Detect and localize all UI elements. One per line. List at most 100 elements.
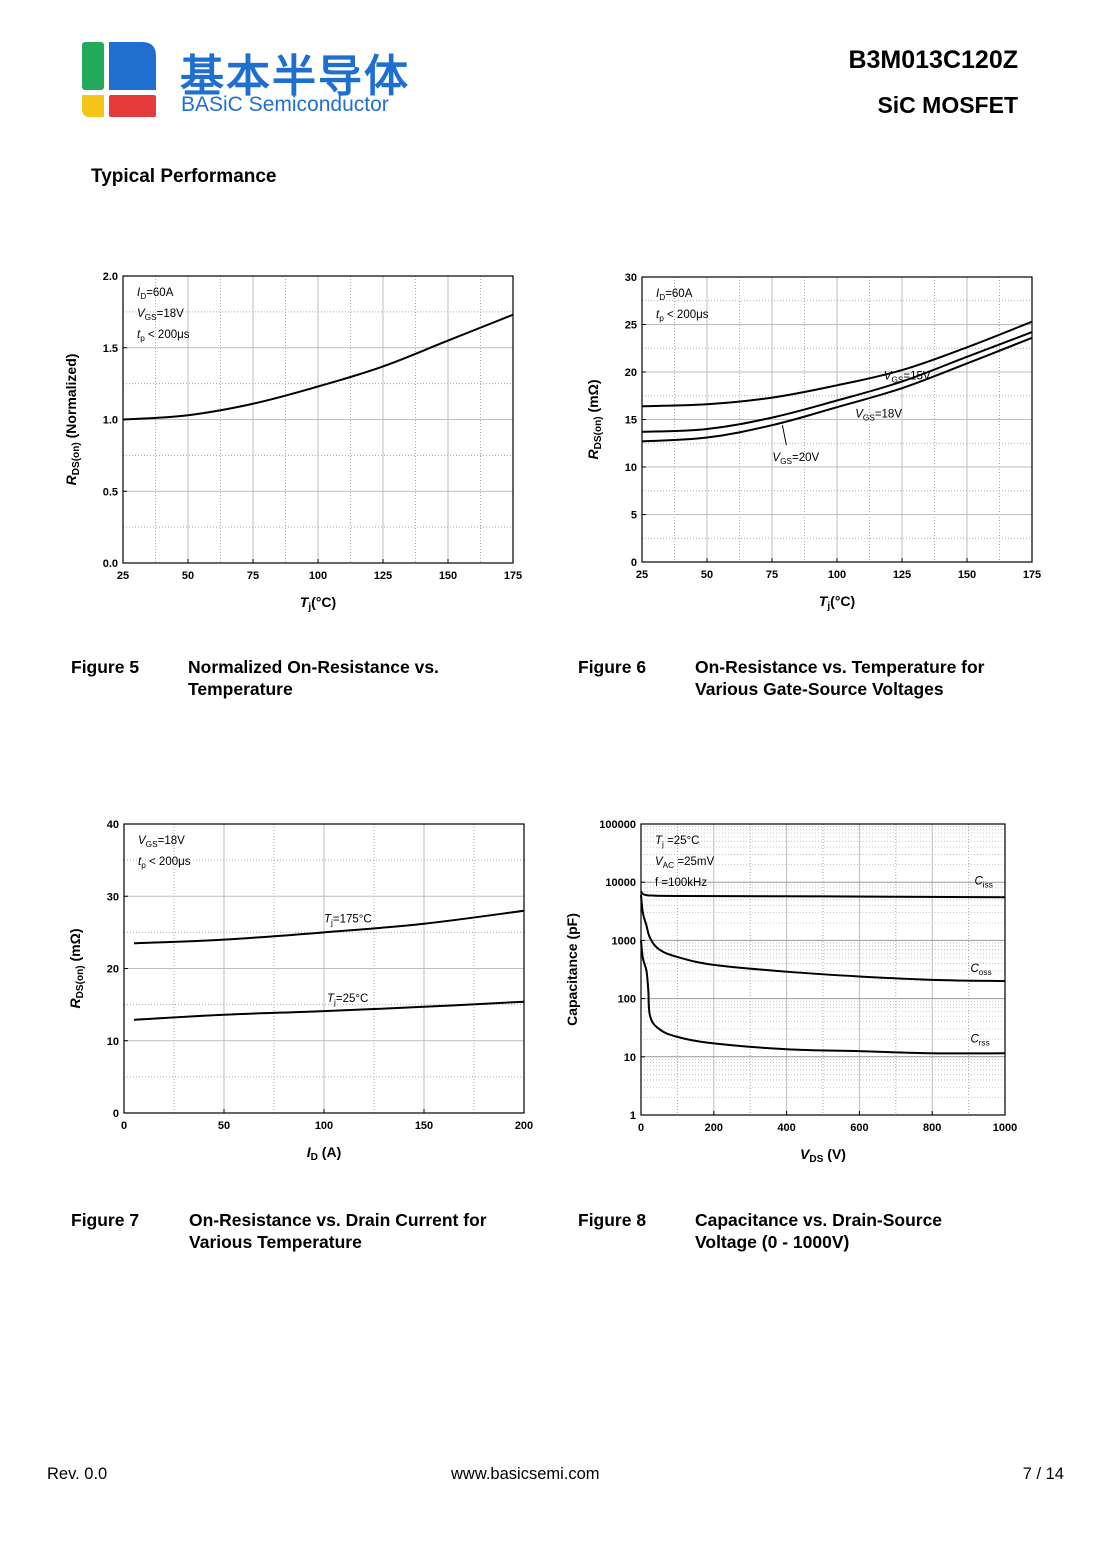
figure-7-number: Figure 7	[71, 1210, 140, 1230]
y-tick-label: 2.0	[103, 271, 118, 283]
x-tick-label: 175	[504, 570, 522, 582]
figure-6-caption: On-Resistance vs. Temperature for Variou…	[695, 657, 985, 699]
figure-6-number: Figure 6	[578, 657, 647, 677]
y-tick-label: 1000	[612, 935, 636, 947]
series-line-tj175c	[133, 909, 525, 945]
part-number: B3M013C120Z	[848, 46, 1018, 74]
y-tick-label: 30	[107, 891, 119, 903]
x-tick-label: 800	[923, 1122, 941, 1134]
series-line-vgs15v	[641, 320, 1033, 408]
series-label: Coss	[970, 963, 991, 977]
x-tick-label: 125	[374, 570, 392, 582]
condition-text: tp < 200μs	[656, 309, 709, 323]
y-axis-label: RDS(on) (mΩ)	[67, 928, 86, 1008]
series-line-coss	[640, 895, 1006, 983]
y-tick-label: 30	[625, 272, 637, 284]
condition-text: tp < 200μs	[137, 329, 190, 343]
series-leader-line	[781, 425, 787, 446]
x-tick-label: 600	[850, 1122, 868, 1134]
y-tick-label: 5	[631, 510, 637, 522]
y-tick-label: 10	[624, 1052, 636, 1064]
x-tick-label: 125	[893, 569, 911, 581]
x-tick-label: 25	[636, 569, 648, 581]
x-axis-label: Tj(°C)	[300, 594, 336, 613]
x-tick-label: 400	[777, 1122, 795, 1134]
condition-text: VGS=18V	[137, 308, 184, 322]
y-tick-label: 25	[625, 320, 637, 332]
chart-rdson-vs-drain-current: 0 50 100 150 200 0 10 20 30 40 ID (A) RDS(on) (mΩ) V…	[67, 819, 533, 1163]
y-tick-label: 20	[107, 964, 119, 976]
company-name-cn: 基本半导体	[180, 52, 410, 101]
y-tick-label: 20	[625, 367, 637, 379]
x-tick-label: 200	[705, 1122, 723, 1134]
chart-normalized-rdson-vs-temp: 25 50 75 100 125 150 175 0.0 0.5 1.0 1.5 2.0 Tj(°C) R…	[63, 271, 522, 613]
x-tick-label: 100	[315, 1120, 333, 1132]
series-label: VGS=18V	[855, 408, 902, 422]
figure-8-number: Figure 8	[578, 1210, 647, 1230]
chart-rdson-vs-temp-vgs: 25 50 75 100 125 150 175 0 5 10 15 20 25 30 Tj(°C) RDS(…	[585, 272, 1041, 612]
x-tick-label: 200	[515, 1120, 533, 1132]
y-tick-label: 40	[107, 819, 119, 831]
condition-text: ID=60A	[137, 287, 174, 301]
figure-7-caption: On-Resistance vs. Drain Current for Vari…	[189, 1210, 487, 1252]
y-tick-label: 10	[107, 1036, 119, 1048]
series-line-tj25c	[133, 1000, 525, 1021]
x-tick-label: 175	[1023, 569, 1041, 581]
figure-5-caption: Normalized On-Resistance vs. Temperature	[188, 657, 439, 699]
x-axis-label: VDS (V)	[800, 1146, 846, 1165]
series-label: Ciss	[974, 875, 992, 889]
y-axis-label: RDS(on) (Normalized)	[63, 354, 82, 486]
condition-text: ID=60A	[656, 288, 693, 302]
x-tick-label: 75	[766, 569, 778, 581]
series-line-ciss	[640, 890, 1006, 899]
condition-text: Tj =25°C	[655, 835, 699, 849]
x-tick-label: 150	[958, 569, 976, 581]
series-line-crss	[640, 940, 1006, 1055]
x-tick-label: 50	[182, 570, 194, 582]
y-tick-label: 0	[113, 1108, 119, 1120]
company-name-en: BASiC Semiconductor	[181, 93, 389, 116]
y-tick-label: 1.0	[103, 415, 118, 427]
footer-revision: Rev. 0.0	[47, 1465, 108, 1483]
series-line-0	[122, 313, 514, 421]
logo-mark-icon	[82, 42, 156, 117]
x-tick-label: 150	[439, 570, 457, 582]
plot-frame	[640, 823, 1006, 1116]
x-tick-label: 0	[638, 1122, 644, 1134]
y-tick-label: 0.5	[103, 486, 118, 498]
series-label: Tj=25°C	[327, 993, 368, 1007]
x-tick-label: 75	[247, 570, 259, 582]
footer-website[interactable]: www.basicsemi.com	[451, 1465, 600, 1483]
figure-8-caption: Capacitance vs. Drain-Source Voltage (0 …	[695, 1210, 943, 1252]
series-line-vgs20v	[641, 336, 1033, 443]
x-tick-label: 100	[309, 570, 327, 582]
company-logo	[82, 42, 157, 117]
y-tick-label: 0.0	[103, 558, 118, 570]
y-tick-label: 10	[625, 462, 637, 474]
y-tick-label: 10000	[605, 877, 636, 889]
x-tick-label: 50	[218, 1120, 230, 1132]
series-line-vgs18v	[641, 331, 1033, 433]
condition-text: VAC =25mV	[655, 856, 714, 870]
figure-5-number: Figure 5	[71, 657, 140, 677]
footer-page-number: 7 / 14	[1022, 1465, 1064, 1483]
series-label: Crss	[970, 1033, 989, 1047]
condition-text: VGS=18V	[138, 835, 185, 849]
y-tick-label: 1.5	[103, 343, 118, 355]
y-axis-label: RDS(on) (mΩ)	[585, 379, 604, 459]
y-tick-label: 15	[625, 415, 637, 427]
condition-text: tp < 200μs	[138, 856, 191, 870]
y-tick-label: 100000	[599, 819, 636, 831]
y-tick-label: 100	[618, 994, 636, 1006]
series-label: Tj=175°C	[324, 913, 372, 927]
x-tick-label: 150	[415, 1120, 433, 1132]
x-tick-label: 50	[701, 569, 713, 581]
x-axis-label: ID (A)	[307, 1144, 342, 1163]
series-label: VGS=20V	[772, 452, 819, 466]
y-tick-label: 1	[630, 1110, 636, 1122]
device-type: SiC MOSFET	[877, 92, 1018, 118]
x-tick-label: 0	[121, 1120, 127, 1132]
section-title: Typical Performance	[91, 166, 277, 187]
y-axis-label: Capacitance (pF)	[564, 913, 580, 1026]
x-tick-label: 1000	[993, 1122, 1017, 1134]
